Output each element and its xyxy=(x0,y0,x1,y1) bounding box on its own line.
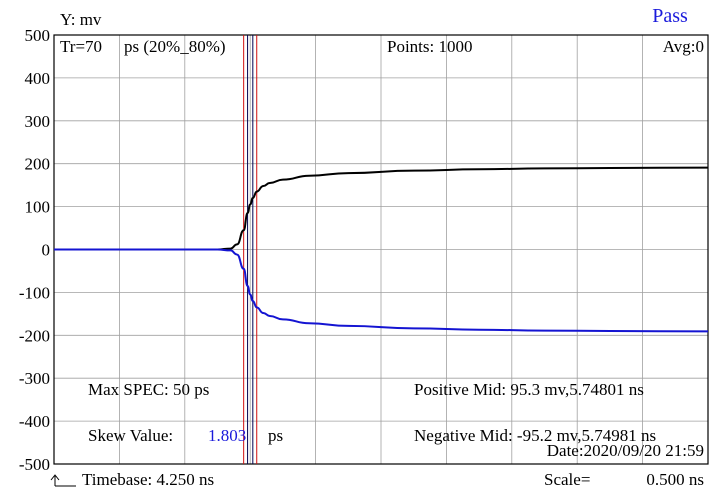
negative-mid: Negative Mid: -95.2 mv,5.74981 ns xyxy=(414,426,656,445)
negative-trace xyxy=(54,248,709,333)
y-tick-label: -200 xyxy=(19,326,50,345)
rise-time-unit: ps (20%_80%) xyxy=(124,37,226,56)
y-unit-label: Y: mv xyxy=(60,10,102,29)
scale-value: 0.500 ns xyxy=(646,470,704,489)
y-tick-label: 500 xyxy=(25,26,51,45)
y-tick-label: -100 xyxy=(19,283,50,302)
avg-count: Avg:0 xyxy=(663,37,704,56)
y-tick-label: -500 xyxy=(19,455,50,474)
skew-unit: ps xyxy=(268,426,283,445)
y-tick-label: -400 xyxy=(19,412,50,431)
rise-time: Tr=70 xyxy=(60,37,102,56)
positive-mid: Positive Mid: 95.3 mv,5.74801 ns xyxy=(414,380,644,399)
y-tick-label: 200 xyxy=(25,155,51,174)
y-tick-label: 300 xyxy=(25,112,51,131)
scale-label: Scale= xyxy=(544,470,590,489)
y-axis-ticks: 500 400 300 200 100 0 -100 -200 -300 -400 -500 xyxy=(19,26,50,474)
timebase: Timebase: 4.250 ns xyxy=(82,470,214,489)
positive-trace xyxy=(54,166,709,251)
max-spec: Max SPEC: 50 ps xyxy=(88,380,209,399)
y-tick-label: 400 xyxy=(25,69,51,88)
y-tick-label: 0 xyxy=(42,241,51,260)
status-pass: Pass xyxy=(652,5,688,27)
cursor-lines xyxy=(243,35,258,464)
y-tick-label: -300 xyxy=(19,369,50,388)
skew-label: Skew Value: xyxy=(88,426,173,445)
y-tick-label: 100 xyxy=(25,198,51,217)
traces xyxy=(54,166,709,333)
points-count: Points: 1000 xyxy=(387,37,473,56)
grid xyxy=(54,35,708,464)
date-stamp: Date:2020/09/20 21:59 xyxy=(547,441,704,460)
corner-arrow-icon xyxy=(50,474,76,487)
skew-value: 1.803 xyxy=(208,426,246,445)
